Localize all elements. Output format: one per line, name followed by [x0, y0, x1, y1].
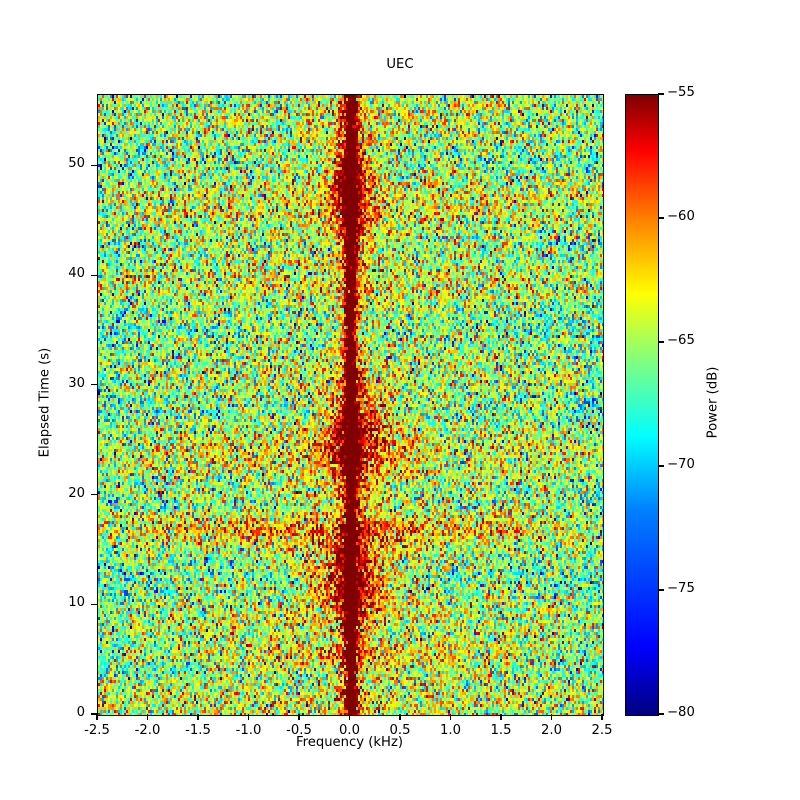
- y-axis-label: Elapsed Time (s): [37, 347, 53, 458]
- spectrogram-heatmap: [98, 95, 603, 715]
- x-axis-label: Frequency (kHz): [295, 735, 404, 750]
- colorbar-tick-label: −60: [667, 209, 695, 224]
- colorbar-tick-label: −80: [667, 705, 695, 720]
- x-axis-tick: [96, 714, 98, 720]
- power-colorbar[interactable]: [625, 94, 659, 716]
- x-axis-tick: [298, 714, 300, 720]
- colorbar-tick: [658, 217, 665, 219]
- x-axis-tick: [197, 714, 199, 720]
- x-axis-tick: [247, 714, 250, 720]
- y-axis-tick-label: 20: [68, 485, 85, 501]
- x-axis-tick-label: -2.0: [134, 723, 161, 738]
- x-axis-tick: [348, 714, 351, 720]
- y-axis-tick-label: 50: [68, 156, 85, 172]
- y-axis-tick-label: 30: [68, 375, 85, 391]
- x-axis-tick-label: -0.5: [286, 723, 312, 738]
- x-axis-tick-label: 0.5: [389, 723, 411, 738]
- y-axis-tick: [91, 274, 97, 276]
- x-axis-tick: [500, 714, 502, 720]
- y-axis-tick-label: 40: [68, 266, 85, 282]
- y-axis-tick-label: 0: [76, 705, 85, 720]
- colorbar-tick: [658, 713, 665, 715]
- x-axis-tick: [146, 714, 149, 720]
- x-axis-tick-label: 1.0: [440, 723, 461, 738]
- x-axis-tick-label: -1.5: [185, 723, 211, 738]
- x-axis-tick-label: 1.5: [490, 723, 512, 738]
- colorbar-tick: [658, 341, 665, 343]
- y-axis-tick: [91, 164, 97, 166]
- y-axis-tick: [91, 493, 97, 496]
- x-axis-tick: [399, 714, 401, 720]
- title-line-station: UEC: [386, 57, 414, 73]
- spectrogram-plot-area[interactable]: [97, 94, 604, 716]
- colorbar-tick-label: −65: [667, 333, 695, 348]
- colorbar-tick: [658, 465, 665, 467]
- colorbar-tick: [658, 589, 665, 591]
- x-axis-tick: [601, 714, 603, 720]
- y-axis-tick-label: 10: [68, 595, 85, 611]
- x-axis-tick: [550, 714, 553, 720]
- x-axis-tick-label: 2.0: [541, 723, 562, 738]
- y-axis-tick: [91, 713, 97, 715]
- x-axis-tick-label: -2.5: [84, 723, 110, 738]
- x-axis-tick-label: 2.5: [591, 723, 613, 738]
- y-axis-tick: [91, 384, 97, 386]
- colorbar-tick-label: −75: [667, 581, 695, 596]
- colorbar-tick: [658, 93, 665, 95]
- colorbar-tick-label: −70: [667, 457, 695, 472]
- x-axis-tick: [449, 714, 452, 720]
- y-axis-tick: [91, 603, 97, 605]
- colorbar-label: Power (dB): [705, 366, 721, 439]
- colorbar-tick-label: −55: [667, 85, 695, 100]
- x-axis-tick-label: 0.0: [339, 723, 360, 738]
- x-axis-tick-label: -1.0: [235, 723, 262, 738]
